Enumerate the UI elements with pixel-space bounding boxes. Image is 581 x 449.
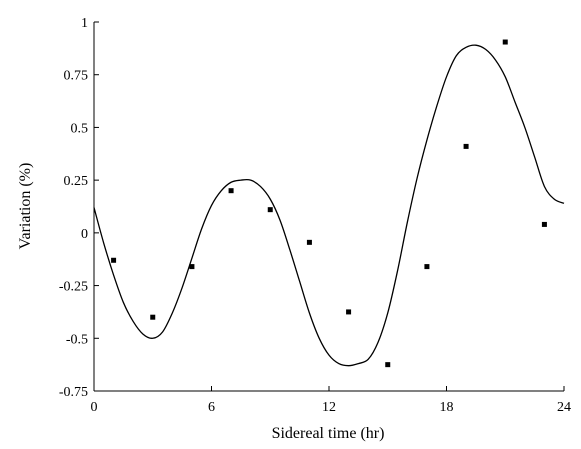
data-point bbox=[502, 39, 508, 45]
y-tick-label: 0.5 bbox=[71, 121, 89, 136]
axes-layer bbox=[93, 22, 564, 392]
curve-layer bbox=[93, 44, 565, 367]
data-point bbox=[267, 207, 273, 213]
x-tick-label: 24 bbox=[557, 400, 571, 415]
data-point bbox=[385, 362, 391, 368]
y-tick-label: -0.25 bbox=[59, 280, 88, 295]
y-axis-label: Variation (%) bbox=[17, 163, 34, 250]
x-tick-label: 12 bbox=[322, 400, 336, 415]
data-point bbox=[228, 188, 234, 194]
x-tick-label: 6 bbox=[208, 400, 215, 415]
y-tick-label: -0.5 bbox=[66, 332, 88, 347]
y-tick-label: 0 bbox=[81, 227, 88, 242]
data-point bbox=[189, 264, 195, 270]
y-tick-label: -0.75 bbox=[59, 385, 88, 400]
y-tick-label: 0.25 bbox=[64, 174, 89, 189]
x-axis-label: Sidereal time (hr) bbox=[272, 425, 385, 442]
data-point bbox=[424, 264, 430, 270]
x-tick-label: 0 bbox=[91, 400, 98, 415]
data-point bbox=[346, 309, 352, 315]
data-point bbox=[111, 257, 117, 263]
fit-curve-line bbox=[93, 44, 565, 367]
ticks-layer: -0.75 -0.5 -0.25 0 0.25 0.5 0.75 1 0 6 12 18 24 bbox=[59, 16, 571, 415]
y-tick-label: 1 bbox=[81, 16, 88, 31]
points-layer bbox=[111, 39, 547, 368]
data-point bbox=[541, 221, 547, 227]
data-point bbox=[150, 314, 156, 320]
y-tick-label: 0.75 bbox=[64, 69, 89, 84]
data-point bbox=[306, 239, 312, 245]
x-tick-label: 18 bbox=[440, 400, 454, 415]
data-point bbox=[463, 143, 469, 149]
